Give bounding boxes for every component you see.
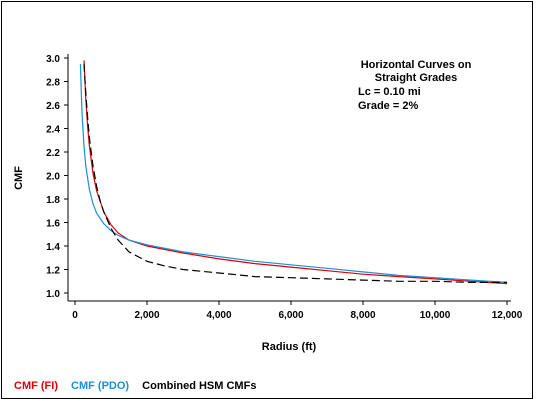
x-tick-label: 0 xyxy=(72,310,78,321)
y-tick-label: 1.2 xyxy=(46,266,60,277)
series-line-1 xyxy=(83,60,508,285)
legend-item-combined: Combined HSM CMFs xyxy=(142,380,257,392)
x-axis-label: Radius (ft) xyxy=(262,341,317,353)
y-tick-label: 2.8 xyxy=(46,78,60,89)
y-tick-label: 1.4 xyxy=(46,242,60,253)
series-line-3 xyxy=(83,63,507,283)
x-tick-label: 12,000 xyxy=(492,310,523,321)
x-tick-label: 8,000 xyxy=(350,310,375,321)
annotation-line-3: Lc = 0.10 mi xyxy=(358,86,421,98)
legend: CMF (FI) CMF (PDO) Combined HSM CMFs xyxy=(14,380,266,392)
y-tick-label: 2.2 xyxy=(46,148,60,159)
y-tick-label: 3.0 xyxy=(46,54,60,65)
annotation: Horizontal Curves on Straight Grades Lc … xyxy=(358,59,472,112)
axes: 1.0 1.2 1.4 1.6 1.8 2.0 2.2 2.4 2.6 2.8 3.0 0 2,000 4… xyxy=(46,54,523,321)
annotation-line-2: Straight Grades xyxy=(375,72,458,84)
series-layer xyxy=(79,60,508,285)
annotation-line-4: Grade = 2% xyxy=(358,100,418,112)
x-tick-label: 2,000 xyxy=(134,310,159,321)
series-line-2 xyxy=(79,63,508,283)
annotation-line-1: Horizontal Curves on xyxy=(361,59,472,71)
legend-item-pdo: CMF (PDO) xyxy=(71,380,130,392)
y-axis-label: CMF xyxy=(13,166,25,190)
y-tick-label: 1.8 xyxy=(46,195,60,206)
x-tick-label: 10,000 xyxy=(420,310,451,321)
y-tick-label: 2.6 xyxy=(46,101,60,112)
y-tick-label: 2.0 xyxy=(46,172,60,183)
y-tick-label: 1.0 xyxy=(46,289,60,300)
x-tick-label: 6,000 xyxy=(278,310,303,321)
y-tick-label: 2.4 xyxy=(46,125,60,136)
y-tick-label: 1.6 xyxy=(46,219,60,230)
x-tick-label: 4,000 xyxy=(206,310,231,321)
legend-item-fi: CMF (FI) xyxy=(14,380,58,392)
